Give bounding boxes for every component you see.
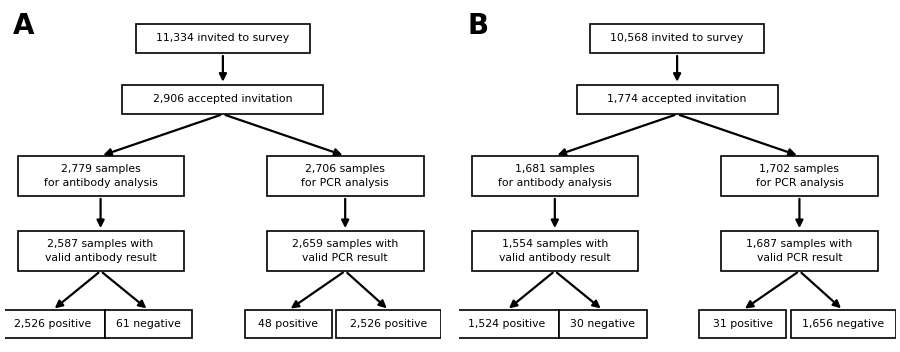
Text: 2,526 positive: 2,526 positive <box>350 319 428 329</box>
FancyBboxPatch shape <box>472 156 638 196</box>
FancyBboxPatch shape <box>590 24 764 53</box>
FancyBboxPatch shape <box>721 156 878 196</box>
Text: 1,681 samples
for antibody analysis: 1,681 samples for antibody analysis <box>498 164 612 188</box>
Text: 48 positive: 48 positive <box>258 319 319 329</box>
Text: 2,526 positive: 2,526 positive <box>14 319 91 329</box>
FancyBboxPatch shape <box>122 84 323 114</box>
FancyBboxPatch shape <box>472 231 638 271</box>
FancyBboxPatch shape <box>721 231 878 271</box>
FancyBboxPatch shape <box>337 310 441 338</box>
Text: 1,687 samples with
valid PCR result: 1,687 samples with valid PCR result <box>746 239 852 263</box>
Text: A: A <box>14 12 35 40</box>
FancyBboxPatch shape <box>559 310 646 338</box>
Text: 61 negative: 61 negative <box>116 319 181 329</box>
Text: 1,656 negative: 1,656 negative <box>802 319 884 329</box>
Text: 30 negative: 30 negative <box>571 319 635 329</box>
Text: 1,774 accepted invitation: 1,774 accepted invitation <box>608 94 747 104</box>
Text: 31 positive: 31 positive <box>713 319 772 329</box>
FancyBboxPatch shape <box>18 231 184 271</box>
FancyBboxPatch shape <box>0 310 105 338</box>
FancyBboxPatch shape <box>245 310 332 338</box>
Text: 11,334 invited to survey: 11,334 invited to survey <box>157 33 290 43</box>
FancyBboxPatch shape <box>577 84 778 114</box>
Text: 10,568 invited to survey: 10,568 invited to survey <box>610 33 743 43</box>
FancyBboxPatch shape <box>266 231 424 271</box>
Text: 1,702 samples
for PCR analysis: 1,702 samples for PCR analysis <box>755 164 843 188</box>
Text: 2,906 accepted invitation: 2,906 accepted invitation <box>153 94 292 104</box>
Text: B: B <box>467 12 489 40</box>
Text: 2,659 samples with
valid PCR result: 2,659 samples with valid PCR result <box>292 239 399 263</box>
FancyBboxPatch shape <box>18 156 184 196</box>
FancyBboxPatch shape <box>266 156 424 196</box>
FancyBboxPatch shape <box>136 24 310 53</box>
FancyBboxPatch shape <box>105 310 193 338</box>
Text: 1,524 positive: 1,524 positive <box>468 319 545 329</box>
FancyBboxPatch shape <box>791 310 896 338</box>
Text: 2,587 samples with
valid antibody result: 2,587 samples with valid antibody result <box>45 239 157 263</box>
Text: 2,706 samples
for PCR analysis: 2,706 samples for PCR analysis <box>302 164 389 188</box>
Text: 2,779 samples
for antibody analysis: 2,779 samples for antibody analysis <box>44 164 158 188</box>
FancyBboxPatch shape <box>699 310 787 338</box>
FancyBboxPatch shape <box>454 310 559 338</box>
Text: 1,554 samples with
valid antibody result: 1,554 samples with valid antibody result <box>499 239 610 263</box>
